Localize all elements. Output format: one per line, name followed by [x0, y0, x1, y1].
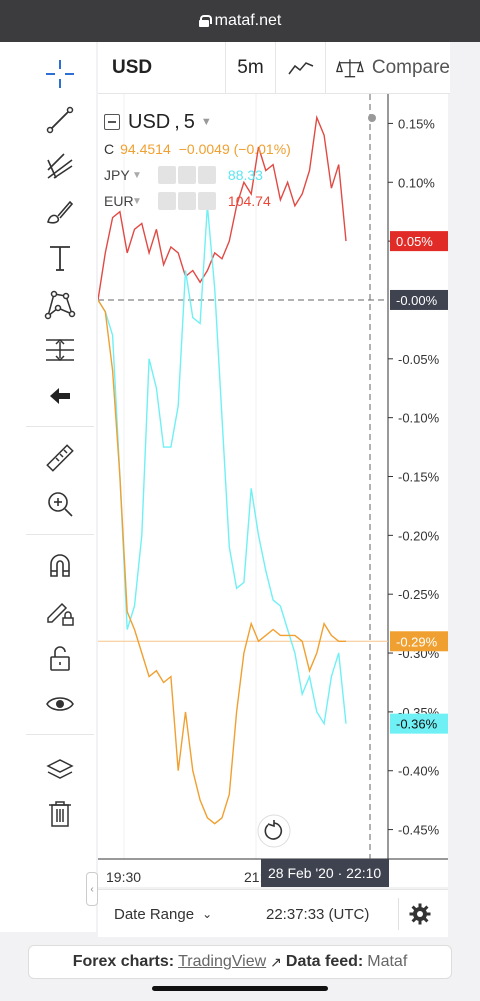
chart-plot: 0.15% 0.10% 0.05% -0.05% -0.10% -0.15% -0.20% -… [98, 94, 448, 887]
legend-row-jpy[interactable]: JPY ▼ 88.33 [104, 166, 263, 184]
y-tick-label: -0.45% [398, 823, 440, 838]
date-range-button[interactable]: Date Range ⌄ [114, 905, 213, 923]
y-tick-label: -0.25% [398, 587, 440, 602]
compare-button[interactable]: Compare [326, 42, 450, 94]
unlock-icon[interactable] [38, 636, 82, 680]
magnet-icon[interactable] [38, 544, 82, 588]
usd-last-label: -0.29% [396, 634, 438, 649]
jpy-last-label: -0.36% [396, 717, 438, 732]
chevron-down-icon[interactable]: ▼ [132, 169, 142, 181]
close-value: 94.4514 [120, 141, 171, 157]
zoom-in-icon[interactable] [38, 482, 82, 526]
reset-chart-button [257, 814, 291, 848]
collapse-toolbar-button[interactable]: ‹ [86, 872, 98, 906]
symbol-search-button[interactable]: USD [98, 42, 226, 94]
ruler-icon[interactable] [38, 436, 82, 480]
crosshair-dot [368, 114, 376, 122]
settings-gear-icon[interactable] [408, 902, 432, 926]
pitchfork-icon[interactable] [38, 144, 82, 188]
reset-icon [264, 820, 283, 840]
tradingview-link[interactable]: TradingView [178, 953, 267, 970]
back-arrow-icon[interactable] [38, 374, 82, 418]
chevron-down-icon[interactable]: ▼ [132, 195, 142, 207]
usd-last-label-bg [390, 631, 448, 652]
eye-icon[interactable] [38, 682, 82, 726]
chevron-down-icon[interactable]: ▼ [200, 116, 212, 128]
chart-style-button[interactable] [276, 42, 326, 94]
change-value: −0.0049 (−0.01%) [178, 141, 291, 157]
settings-icon[interactable] [177, 192, 196, 210]
prediction-icon[interactable] [38, 328, 82, 372]
visibility-icon[interactable] [157, 192, 176, 210]
url-text: mataf.net [214, 12, 282, 29]
layers-icon[interactable] [38, 746, 82, 790]
zero-label-bg [390, 289, 448, 310]
crosshair-icon[interactable] [38, 52, 82, 96]
lock-drawing-icon[interactable] [38, 590, 82, 634]
scale-icon [336, 59, 364, 78]
footer-credits: Forex charts: TradingView ↗ Data feed: M… [28, 945, 452, 979]
eur-last-label: 0.05% [396, 234, 433, 249]
y-tick-label: -0.05% [398, 352, 440, 367]
close-icon[interactable] [197, 166, 216, 184]
series-line-jpy [98, 205, 347, 726]
line-chart-icon [287, 62, 313, 75]
settings-icon[interactable] [177, 166, 196, 184]
series-line-eur [98, 114, 347, 301]
browser-url-bar[interactable]: mataf.net [0, 0, 480, 42]
external-link-icon: ↗ [270, 953, 282, 970]
utc-clock[interactable]: 22:37:33 (UTC) [266, 905, 370, 923]
x-tick-label: 19:30 [106, 869, 141, 885]
text-icon[interactable] [38, 236, 82, 280]
y-tick-label: -0.20% [398, 528, 440, 543]
trash-icon[interactable] [38, 792, 82, 836]
jpy-last-label-bg [390, 713, 448, 734]
y-tick-label: -0.40% [398, 764, 440, 779]
y-tick-label: -0.10% [398, 411, 440, 426]
legend-symbol: USD [128, 110, 171, 133]
chart-topbar: USD 5m Compare [98, 42, 450, 94]
chart-area[interactable]: 0.15% 0.10% 0.05% -0.05% -0.10% -0.15% -0.20% -… [98, 94, 448, 887]
lock-icon [198, 15, 212, 27]
legend-interval: 5 [183, 110, 195, 133]
close-icon[interactable] [197, 192, 216, 210]
eur-last-label-bg [390, 231, 448, 252]
drawing-toolbar: ‹ [0, 42, 98, 932]
zero-label: -0.00% [396, 293, 438, 308]
chart-legend: USD , 5 ▼ C 94.4514 −0.0049 (−0.01%) JPY… [104, 108, 291, 214]
y-tick-label: -0.15% [398, 470, 440, 485]
legend-row-eur[interactable]: EUR ▼ 104.74 [104, 192, 271, 210]
collapse-legend-icon[interactable] [104, 114, 120, 130]
crosshair-time-bg [261, 859, 389, 887]
visibility-icon[interactable] [157, 166, 176, 184]
y-tick-label: 0.15% [398, 116, 435, 131]
pattern-icon[interactable] [38, 282, 82, 326]
x-tick-label: 21: [244, 869, 263, 885]
series-line-usd [98, 299, 346, 825]
crosshair-time-label: 28 Feb '20 · 22:10 [268, 865, 381, 881]
y-tick-label: 0.10% [398, 175, 435, 190]
trend-line-icon[interactable] [38, 98, 82, 142]
chevron-down-icon: ⌄ [202, 907, 213, 921]
brush-icon[interactable] [38, 190, 82, 234]
interval-button[interactable]: 5m [226, 42, 276, 94]
home-indicator [152, 986, 328, 991]
chart-bottombar: Date Range ⌄ 22:37:33 (UTC) [98, 889, 448, 937]
